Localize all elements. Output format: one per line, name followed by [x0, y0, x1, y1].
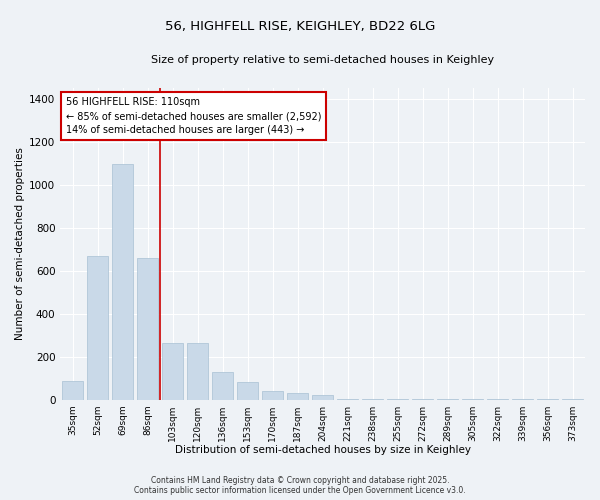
Title: Size of property relative to semi-detached houses in Keighley: Size of property relative to semi-detach…	[151, 55, 494, 65]
Bar	[112, 164, 133, 400]
Bar	[237, 382, 258, 400]
Bar	[312, 396, 333, 400]
Bar	[262, 391, 283, 400]
Bar	[87, 256, 109, 400]
Y-axis label: Number of semi-detached properties: Number of semi-detached properties	[15, 148, 25, 340]
Text: Contains HM Land Registry data © Crown copyright and database right 2025.
Contai: Contains HM Land Registry data © Crown c…	[134, 476, 466, 495]
Bar	[137, 258, 158, 400]
Text: 56, HIGHFELL RISE, KEIGHLEY, BD22 6LG: 56, HIGHFELL RISE, KEIGHLEY, BD22 6LG	[165, 20, 435, 33]
Bar	[62, 382, 83, 400]
Bar	[287, 393, 308, 400]
Bar	[212, 372, 233, 400]
Bar	[337, 398, 358, 400]
Bar	[187, 342, 208, 400]
Bar	[387, 399, 408, 400]
Text: 56 HIGHFELL RISE: 110sqm
← 85% of semi-detached houses are smaller (2,592)
14% o: 56 HIGHFELL RISE: 110sqm ← 85% of semi-d…	[65, 98, 321, 136]
Bar	[162, 342, 184, 400]
X-axis label: Distribution of semi-detached houses by size in Keighley: Distribution of semi-detached houses by …	[175, 445, 470, 455]
Bar	[362, 398, 383, 400]
